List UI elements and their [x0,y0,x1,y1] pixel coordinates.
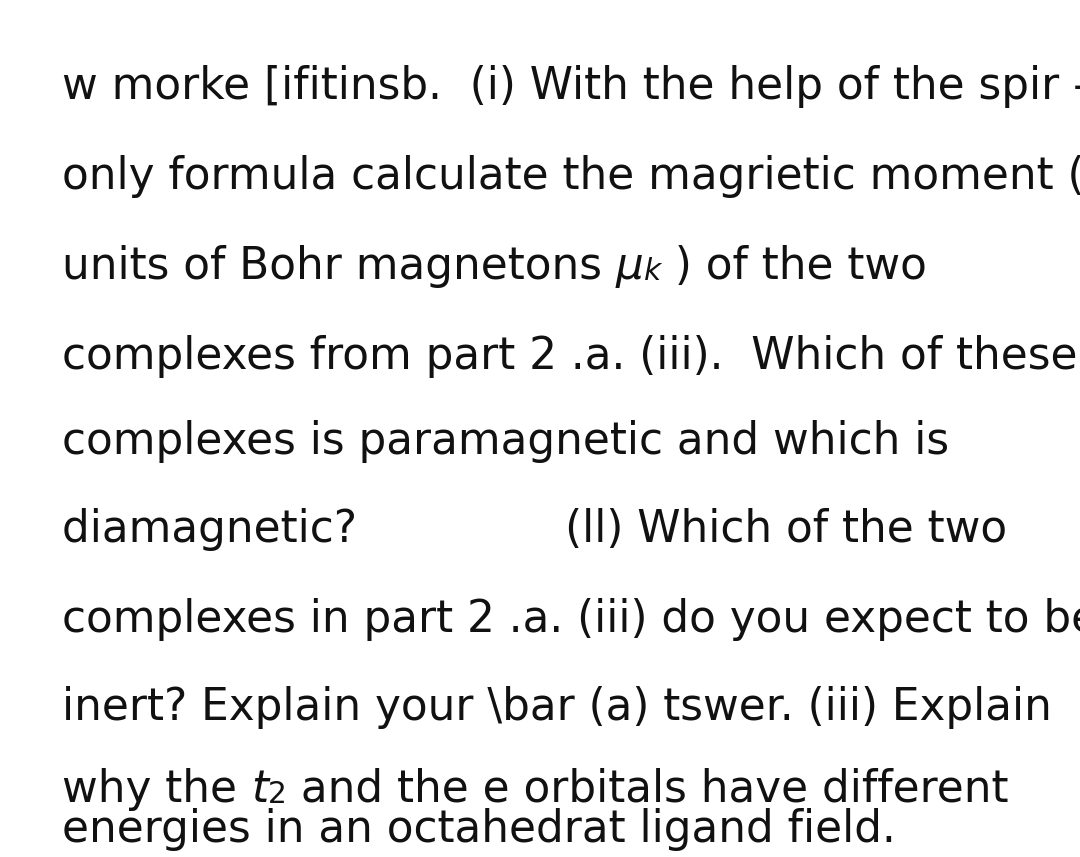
Text: why the: why the [62,768,251,811]
Text: and the e orbitals have different: and the e orbitals have different [287,768,1009,811]
Text: complexes is paramagnetic and which is: complexes is paramagnetic and which is [62,420,949,463]
Text: w morke [ifitinsb.  (i) With the help of the spir -: w morke [ifitinsb. (i) With the help of … [62,65,1080,108]
Text: ) of the two: ) of the two [661,245,927,288]
Text: energies in an octahedrat ligand field.: energies in an octahedrat ligand field. [62,808,896,851]
Text: μ: μ [616,245,644,288]
Text: inert? Explain your \bar (a) tswer. (iii) Explain: inert? Explain your \bar (a) tswer. (iii… [62,686,1052,729]
Text: only formula calculate the magrietic moment (in: only formula calculate the magrietic mom… [62,155,1080,198]
Text: units of Bohr magnetons: units of Bohr magnetons [62,245,616,288]
Text: diamagnetic?               (ll) Which of the two: diamagnetic? (ll) Which of the two [62,508,1008,551]
Text: t: t [251,768,268,811]
Text: 2: 2 [268,780,287,809]
Text: k: k [644,257,661,286]
Text: complexes in part 2 .a. (iii) do you expect to be: complexes in part 2 .a. (iii) do you exp… [62,598,1080,641]
Text: complexes from part 2 .a. (iii).  Which of these: complexes from part 2 .a. (iii). Which o… [62,335,1078,378]
